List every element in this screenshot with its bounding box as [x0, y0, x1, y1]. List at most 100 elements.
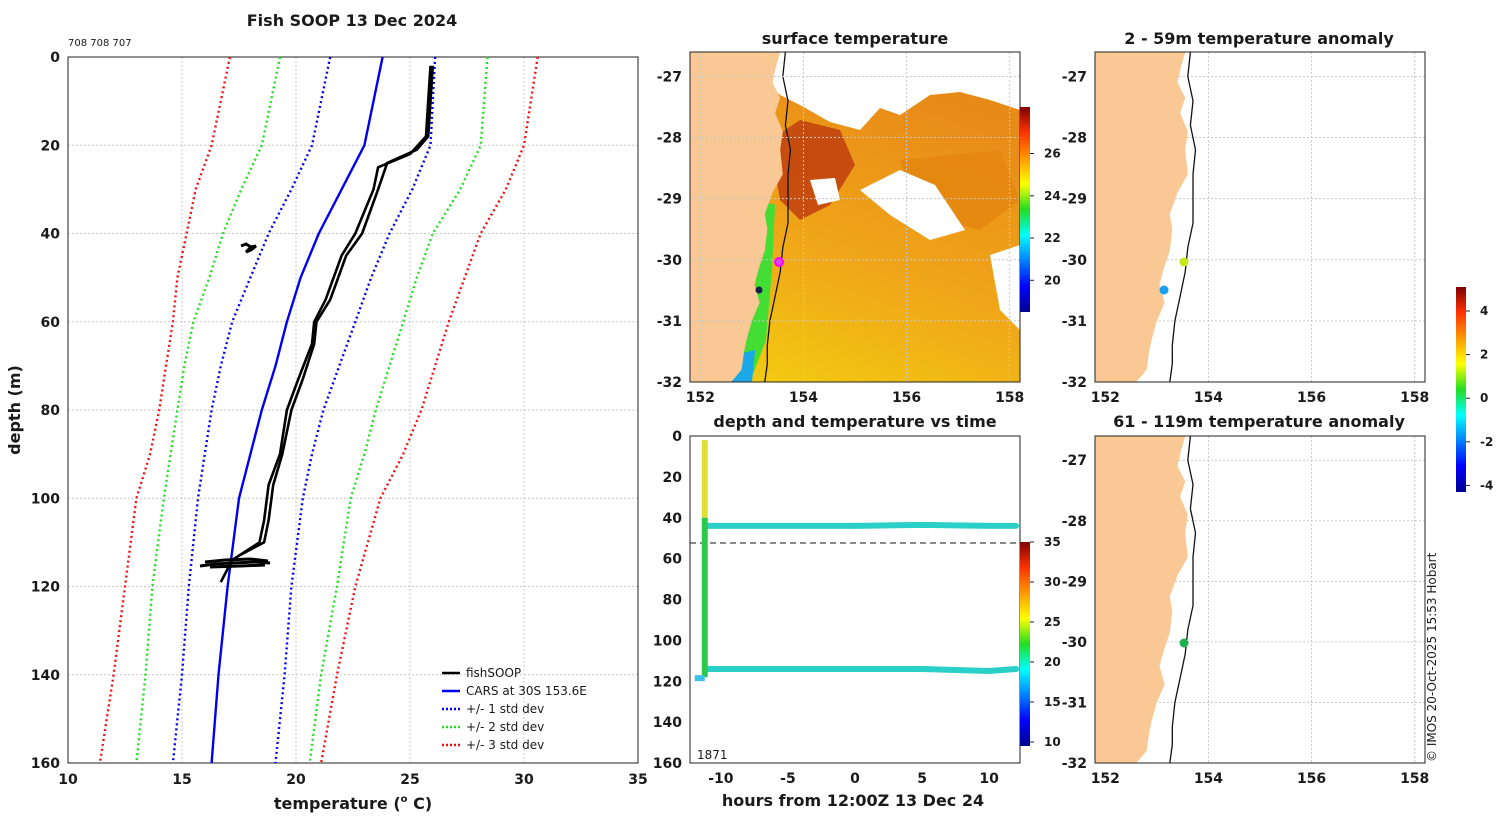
sst-lat-label: -31	[657, 314, 682, 330]
anom2-land	[1095, 436, 1188, 763]
profile-legend: fishSOOP CARS at 30S 153.6E +/- 1 std dev +…	[442, 666, 587, 752]
time-cbar-tick-label: 15	[1044, 695, 1061, 709]
sst-lon-label: 158	[995, 390, 1024, 406]
anom1-contour	[1169, 51, 1197, 383]
anom2-lon-label: 156	[1297, 771, 1326, 787]
anom-cbar-tick-label: -2	[1480, 435, 1493, 449]
time-x-tick-label: 10	[979, 771, 999, 787]
time-title: depth and temperature vs time	[713, 412, 996, 431]
time-y-tick-label: 40	[663, 511, 683, 527]
profile-x-tick-label: 20	[286, 772, 306, 788]
time-colorbar	[1020, 542, 1030, 746]
profile-xlabel: temperature (o C)	[274, 794, 432, 813]
anom2-lat-label: -29	[1062, 574, 1087, 590]
anomaly-map-upper: 2 - 59m temperature anomaly 152 154 156 158…	[1062, 29, 1430, 406]
time-cbar-tick-label: 20	[1044, 655, 1061, 669]
anom1-ticks: 152 154 156 158 -27 -28 -29 -30 -31 -32	[1062, 69, 1430, 406]
time-annotation: 1871	[697, 748, 728, 762]
time-series-upper-sensor	[701, 521, 1019, 529]
profile-y-tick-label: 140	[31, 668, 60, 684]
time-y-tick-label: 60	[663, 552, 683, 568]
anom1-title: 2 - 59m temperature anomaly	[1124, 29, 1394, 48]
sst-cbar-tick-label: 26	[1044, 146, 1061, 160]
profile-y-tick-label: 60	[41, 315, 61, 331]
anom-cbar-tick-label: 2	[1480, 348, 1488, 362]
anom2-lat-label: -30	[1062, 635, 1088, 651]
sst-shelf-contour	[764, 52, 792, 382]
profile-series-fishsoop	[219, 65, 432, 583]
anom2-contour	[1169, 435, 1197, 764]
profile-y-tick-label: 40	[41, 227, 61, 243]
anom-cbar-tick-label: -4	[1480, 478, 1493, 492]
sst-land	[690, 52, 783, 382]
profile-x-tick-label: 25	[400, 772, 419, 788]
profile-series-fishsoop-2nd-cast-	[238, 65, 435, 557]
anom1-lat-label: -29	[1062, 192, 1087, 208]
anom2-lon-label: 158	[1400, 771, 1429, 787]
profile-grid	[68, 57, 638, 763]
legend-label: +/- 1 std dev	[466, 702, 544, 716]
time-colorbar-ticks: 10 15 20 25 30 35	[1030, 535, 1061, 749]
profile-x-tick-label: 30	[514, 772, 534, 788]
time-y-tick-label: 0	[672, 429, 682, 445]
time-cbar-tick-label: 30	[1044, 575, 1061, 589]
sst-current-position-marker	[774, 257, 784, 267]
time-y-tick-label: 80	[663, 593, 683, 609]
anom2-lat-label: -27	[1062, 453, 1087, 469]
anom1-point-1	[1179, 257, 1189, 267]
time-x-tick-label: -5	[780, 771, 796, 787]
time-x-tick-label: -10	[708, 771, 734, 787]
profile-y-tick-label: 80	[41, 403, 61, 419]
time-plot-panel: depth and temperature vs time -10 -5 0 5 100…	[653, 412, 1061, 810]
time-y-tick-label: 100	[653, 633, 682, 649]
anom1-land	[1095, 52, 1188, 382]
sst-ticks: 152 154 156 158 -27 -28 -29 -30 -31 -32	[657, 69, 1025, 406]
sst-lat-label: -30	[657, 253, 683, 269]
anom-cbar-tick-label: 4	[1480, 304, 1488, 318]
anom2-point-1	[1179, 638, 1189, 648]
anom2-ticks: 152 154 156 158 -27 -28 -29 -30 -31 -32	[1062, 453, 1430, 787]
time-x-tick-label: 5	[917, 771, 927, 787]
anomaly-colorbar-ticks: 4 2 0 -2 -4	[1466, 304, 1493, 492]
anom1-point-2	[1159, 285, 1169, 295]
profile-ylabel: depth (m)	[5, 365, 24, 455]
sst-cloud-middle	[860, 170, 965, 240]
profile-x-ticks: 10 15 20 25 30 35	[58, 772, 647, 788]
profile-lines	[98, 56, 539, 764]
sst-lat-label: -27	[657, 69, 682, 85]
sst-lat-label: -32	[657, 375, 682, 391]
anom1-lon-label: 156	[1297, 390, 1326, 406]
anom2-lat-label: -32	[1062, 756, 1087, 772]
time-frame	[689, 435, 1021, 764]
sst-lon-label: 152	[686, 390, 715, 406]
sst-lon-label: 156	[892, 390, 921, 406]
sst-station-marker	[755, 286, 763, 294]
anom1-frame	[1094, 51, 1426, 383]
sst-colorbar-ticks: 20 22 24 26	[1030, 146, 1061, 287]
anom1-lon-label: 152	[1091, 390, 1120, 406]
sst-cloud-east	[990, 245, 1020, 330]
legend-label: +/- 3 std dev	[466, 738, 544, 752]
profile-x-tick-label: 10	[58, 772, 78, 788]
time-cbar-tick-label: 25	[1044, 615, 1061, 629]
anom1-lon-label: 158	[1400, 390, 1429, 406]
profile-x-tick-label: 15	[172, 772, 191, 788]
profile-y-tick-label: 20	[41, 138, 61, 154]
anom2-lat-label: -31	[1062, 695, 1087, 711]
profile-series--1-std-dev-high-	[274, 56, 437, 764]
sst-cbar-tick-label: 20	[1044, 273, 1061, 287]
profile-y-ticks: 0 20 40 60 80 100 120 140 160	[31, 50, 60, 772]
anom1-lon-label: 154	[1194, 390, 1223, 406]
profile-y-tick-label: 0	[50, 50, 60, 66]
sst-cbar-tick-label: 24	[1044, 189, 1061, 203]
anom2-lon-label: 152	[1091, 771, 1120, 787]
sst-cbar-tick-label: 22	[1044, 231, 1061, 245]
time-cbar-tick-label: 10	[1044, 735, 1061, 749]
time-y-tick-label: 120	[653, 674, 682, 690]
legend-label: fishSOOP	[466, 666, 521, 680]
sst-cloud-north	[755, 52, 1020, 130]
legend-label: +/- 2 std dev	[466, 720, 544, 734]
profile-x-tick-label: 35	[628, 772, 647, 788]
profile-series--3-std-dev-low-	[98, 56, 232, 764]
